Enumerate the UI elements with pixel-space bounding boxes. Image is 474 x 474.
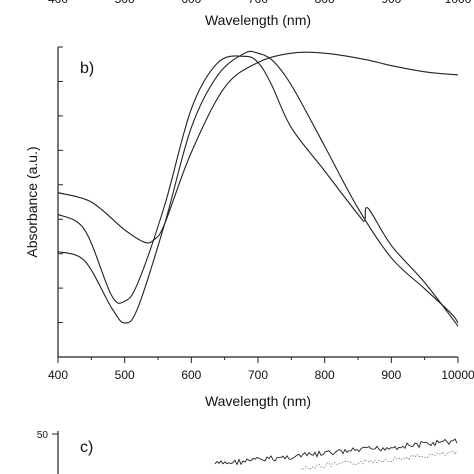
panel-b-label: b)	[80, 60, 94, 77]
panel-c-label: c)	[80, 439, 93, 456]
panel-b-y-axis-label: Absorbance (a.u.)	[24, 146, 40, 257]
panel-a-x-tick-label: 800	[315, 0, 335, 6]
panel-a-x-tick-label: 900	[381, 0, 401, 6]
panel-a-x-axis-label: Wavelength (nm)	[205, 12, 311, 28]
panel-b-series-line-1	[57, 55, 459, 327]
panel-b-x-tick-label: 800	[315, 368, 335, 382]
panel-c-y-tick-label: 50	[37, 430, 49, 441]
panel-b-x-tick-label: 600	[181, 368, 201, 382]
panel-b-series	[57, 50, 459, 327]
panel-a-x-tick-label: 1000	[445, 0, 472, 6]
panel-a: 400 500 600 700 800 900 1000 Wavelength (nm)	[48, 0, 472, 28]
panel-b-x-tick-label: 10000	[441, 368, 474, 382]
panel-b-x-tick-label: 900	[381, 368, 401, 382]
panel-a-x-tick-label: 700	[248, 0, 268, 6]
panel-b: 400 500 600 700 800 900 10000 b) Absorbance (a…	[24, 46, 474, 409]
panel-b-x-axis-label: Wavelength (nm)	[205, 393, 311, 409]
panel-c-series-line	[214, 438, 458, 466]
panel-a-x-tick-labels: 400 500 600 700 800 900 1000	[48, 0, 472, 6]
panel-b-x-tick-label: 400	[48, 368, 68, 382]
panel-b-x-ticks: 400 500 600 700 800 900 10000	[48, 357, 474, 382]
panel-b-series-line-2	[57, 50, 459, 324]
panel-a-x-tick-label: 400	[48, 0, 68, 6]
panel-b-x-tick-label: 500	[115, 368, 135, 382]
panel-a-x-tick-label: 500	[115, 0, 135, 6]
panel-b-x-tick-label: 700	[248, 368, 268, 382]
panel-a-x-tick-label: 600	[181, 0, 201, 6]
panel-c: 50 c)	[37, 430, 458, 474]
panel-b-y-ticks	[58, 46, 63, 358]
panel-c-series-line-2	[300, 450, 458, 471]
panel-b-series-line-3	[57, 51, 459, 244]
